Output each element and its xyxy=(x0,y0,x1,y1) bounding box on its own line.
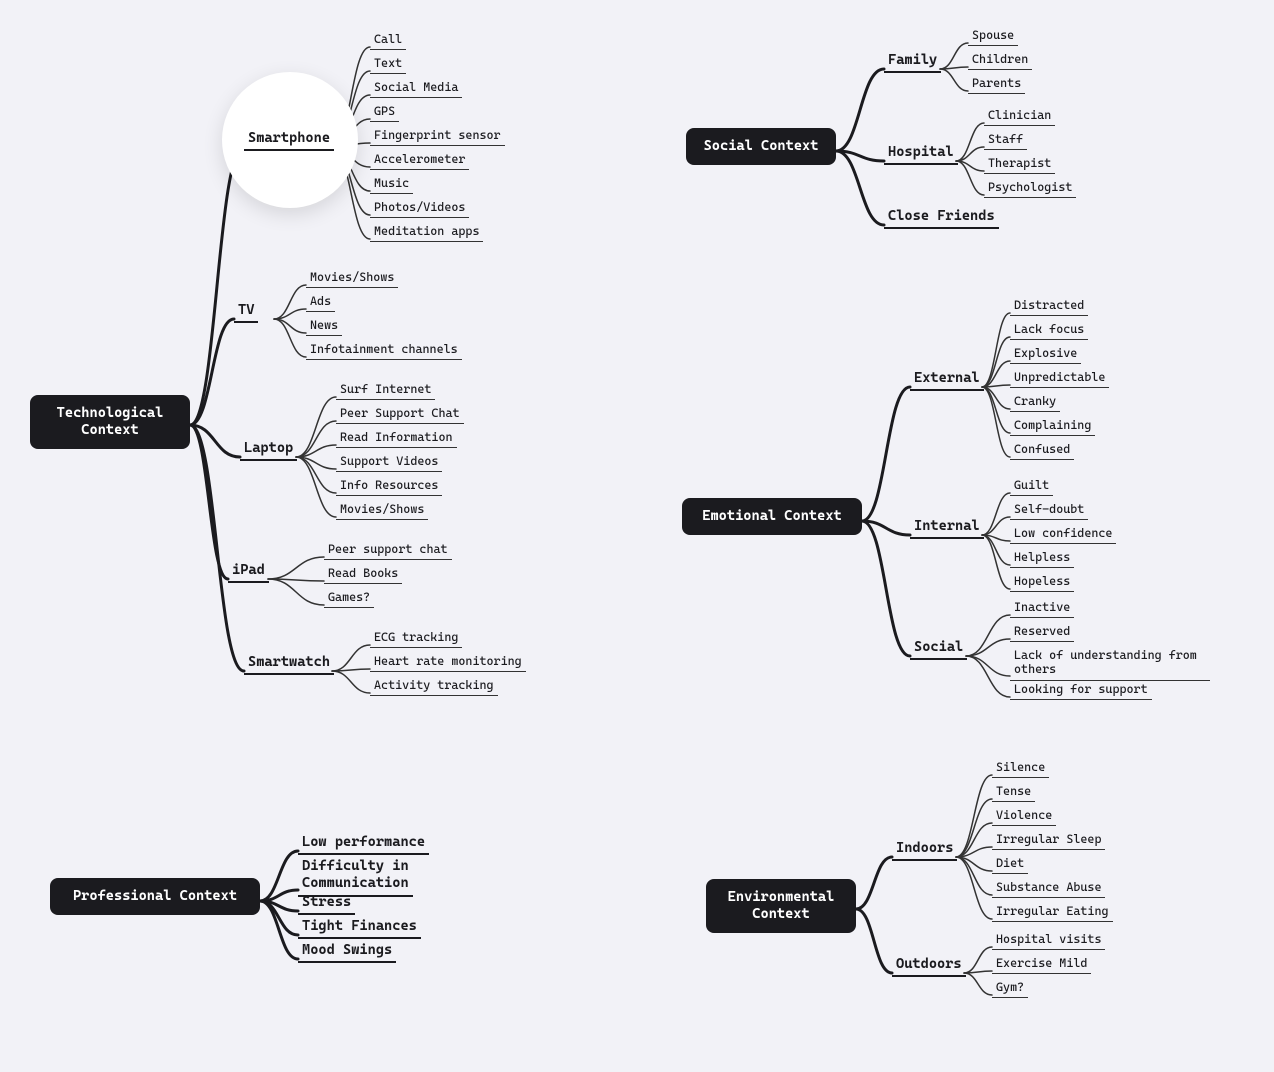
leaf-social-dim: Lack of understanding from others xyxy=(1010,646,1210,681)
leaf-tv: Infotainment channels xyxy=(306,340,462,360)
leaf-outdoors: Exercise Mild xyxy=(992,954,1091,974)
root-tech: TechnologicalContext xyxy=(30,395,190,449)
root-env: EnvironmentalContext xyxy=(706,879,856,933)
leaf-smartphone: Photos/Videos xyxy=(370,198,469,218)
leaf-external: Lack focus xyxy=(1010,320,1088,340)
leaf-smartphone: Text xyxy=(370,54,406,74)
leaf-social-dim: Reserved xyxy=(1010,622,1074,642)
leaf-ipad: Peer support chat xyxy=(324,540,452,560)
leaf-laptop: Surf Internet xyxy=(336,380,435,400)
root-prof: Professional Context xyxy=(50,878,260,915)
leaf-laptop: Support Videos xyxy=(336,452,442,472)
leaf-external: Complaining xyxy=(1010,416,1095,436)
leaf-outdoors: Gym? xyxy=(992,978,1028,998)
leaf-indoors: Irregular Eating xyxy=(992,902,1113,922)
leaf-external: Explosive xyxy=(1010,344,1081,364)
leaf-hospital: Psychologist xyxy=(984,178,1076,198)
leaf-smartphone: Fingerprint sensor xyxy=(370,126,505,146)
leaf-family: Spouse xyxy=(968,26,1018,46)
leaf-tv: Ads xyxy=(306,292,335,312)
leaf-family: Parents xyxy=(968,74,1025,94)
leaf-internal: Helpless xyxy=(1010,548,1074,568)
leaf-external: Unpredictable xyxy=(1010,368,1109,388)
leaf-smartphone: Call xyxy=(370,30,406,50)
branch-tight-fin: Tight Finances xyxy=(298,916,421,939)
leaf-laptop: Movies/Shows xyxy=(336,500,428,520)
leaf-smartphone: Accelerometer xyxy=(370,150,469,170)
branch-diff-comm: Difficulty inCommunication xyxy=(298,856,413,897)
branch-outdoors: Outdoors xyxy=(892,954,966,977)
leaf-internal: Self-doubt xyxy=(1010,500,1088,520)
branch-mood: Mood Swings xyxy=(298,940,396,963)
branch-close-friends: Close Friends xyxy=(884,206,999,229)
root-emotional: Emotional Context xyxy=(682,498,862,535)
leaf-indoors: Substance Abuse xyxy=(992,878,1105,898)
branch-internal: Internal xyxy=(910,516,984,539)
leaf-hospital: Staff xyxy=(984,130,1027,150)
leaf-external: Confused xyxy=(1010,440,1074,460)
leaf-external: Distracted xyxy=(1010,296,1088,316)
leaf-indoors: Irregular Sleep xyxy=(992,830,1105,850)
leaf-hospital: Therapist xyxy=(984,154,1055,174)
branch-stress: Stress xyxy=(298,892,355,915)
branch-low-perf: Low performance xyxy=(298,832,429,855)
root-social: Social Context xyxy=(686,128,836,165)
leaf-laptop: Read Information xyxy=(336,428,457,448)
leaf-external: Cranky xyxy=(1010,392,1060,412)
leaf-smartwatch: ECG tracking xyxy=(370,628,462,648)
leaf-internal: Guilt xyxy=(1010,476,1053,496)
branch-tv: TV xyxy=(234,300,258,323)
branch-indoors: Indoors xyxy=(892,838,957,861)
leaf-outdoors: Hospital visits xyxy=(992,930,1105,950)
branch-laptop: Laptop xyxy=(240,438,297,461)
leaf-smartphone: Meditation apps xyxy=(370,222,483,242)
leaf-family: Children xyxy=(968,50,1032,70)
leaf-indoors: Silence xyxy=(992,758,1049,778)
leaf-smartphone: Social Media xyxy=(370,78,462,98)
leaf-social-dim: Inactive xyxy=(1010,598,1074,618)
leaf-smartphone: GPS xyxy=(370,102,399,122)
branch-social-dim: Social xyxy=(910,637,967,660)
leaf-indoors: Diet xyxy=(992,854,1028,874)
leaf-indoors: Tense xyxy=(992,782,1035,802)
branch-hospital: Hospital xyxy=(884,142,958,165)
branch-ipad: iPad xyxy=(228,560,269,583)
branch-family: Family xyxy=(884,50,941,73)
leaf-ipad: Read Books xyxy=(324,564,402,584)
leaf-smartphone: Music xyxy=(370,174,413,194)
leaf-internal: Low confidence xyxy=(1010,524,1116,544)
leaf-hospital: Clinician xyxy=(984,106,1055,126)
leaf-ipad: Games? xyxy=(324,588,374,608)
leaf-internal: Hopeless xyxy=(1010,572,1074,592)
leaf-tv: Movies/Shows xyxy=(306,268,398,288)
leaf-smartwatch: Activity tracking xyxy=(370,676,498,696)
leaf-laptop: Peer Support Chat xyxy=(336,404,464,424)
branch-smartwatch: Smartwatch xyxy=(244,652,334,675)
leaf-tv: News xyxy=(306,316,342,336)
branch-smartphone: Smartphone xyxy=(244,128,334,151)
branch-external: External xyxy=(910,368,984,391)
leaf-social-dim: Looking for support xyxy=(1010,680,1152,700)
leaf-laptop: Info Resources xyxy=(336,476,442,496)
leaf-smartwatch: Heart rate monitoring xyxy=(370,652,526,672)
leaf-indoors: Violence xyxy=(992,806,1056,826)
